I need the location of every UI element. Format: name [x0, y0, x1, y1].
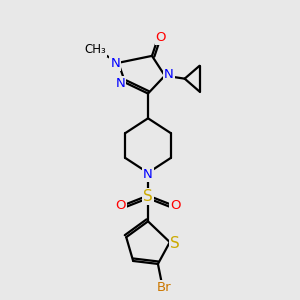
Text: S: S: [143, 189, 153, 204]
Text: N: N: [164, 68, 174, 81]
Text: S: S: [170, 236, 180, 250]
Text: Br: Br: [157, 281, 171, 294]
Text: N: N: [110, 57, 120, 70]
Text: N: N: [116, 77, 125, 90]
Text: O: O: [170, 199, 181, 212]
Text: CH₃: CH₃: [85, 44, 106, 56]
Text: O: O: [115, 199, 125, 212]
Text: O: O: [156, 31, 166, 44]
Text: N: N: [143, 168, 153, 181]
